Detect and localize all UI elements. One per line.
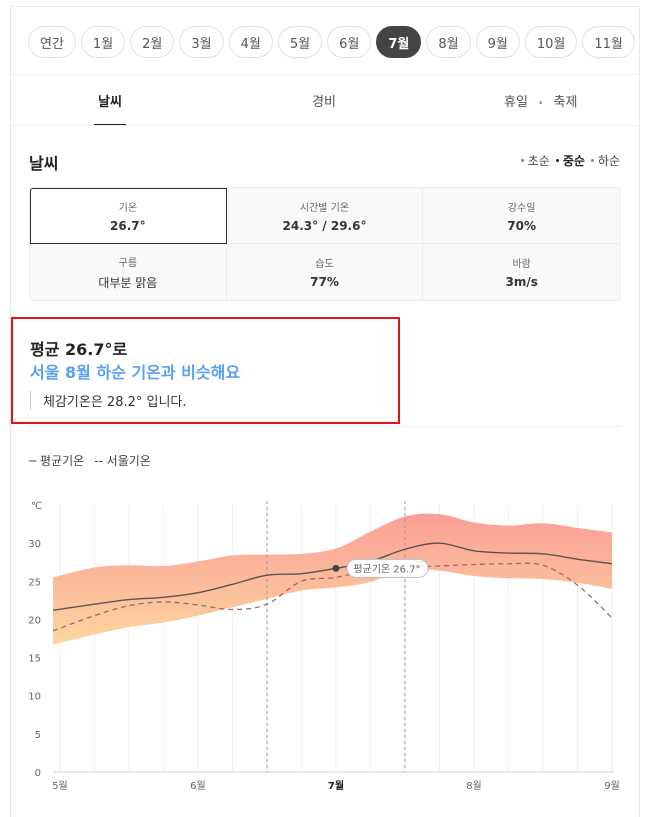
stat-value: 3m/s bbox=[505, 275, 538, 289]
stat-hourly-temperature[interactable]: 시간별 기온 24.3° / 29.6° bbox=[226, 188, 424, 244]
month-pill[interactable]: 8월 bbox=[426, 26, 471, 58]
tab-weather[interactable]: 날씨 bbox=[98, 95, 122, 110]
period-mid[interactable]: 중순 bbox=[555, 152, 585, 169]
month-pill[interactable]: 9월 bbox=[475, 26, 520, 58]
y-tick-label: 10 bbox=[28, 692, 41, 703]
y-tick-label: 25 bbox=[28, 577, 41, 588]
chart-legend: ─ 평균기온 -- 서울기온 bbox=[29, 452, 151, 469]
series-seoul-line bbox=[52, 562, 613, 632]
month-pill[interactable]: 1월 bbox=[80, 26, 126, 58]
period-selector: 초순 중순 하순 bbox=[520, 152, 620, 169]
summary-feels-like: 체감기온은 28.2° 입니다. bbox=[30, 391, 187, 410]
stat-label: 기온 bbox=[118, 202, 138, 214]
month-pill[interactable]: 11월 bbox=[582, 26, 635, 58]
month-pill[interactable]: 2월 bbox=[130, 26, 175, 58]
divider bbox=[29, 426, 621, 427]
x-tick-label: 9월 bbox=[604, 780, 620, 792]
temperature-chart: ℃ 0 5 10 15 20 25 30 평균기온 26.7° 5월 6월 7월 8월 9월 bbox=[28, 501, 620, 792]
stat-label: 강수일 bbox=[507, 202, 536, 214]
legend-seoul: -- 서울기온 bbox=[94, 454, 151, 468]
summary-highlight: 평균 26.7°로 서울 8월 하순 기온과 비슷해요 체감기온은 28.2° … bbox=[11, 317, 400, 424]
month-pill[interactable]: 연간 bbox=[28, 26, 76, 58]
bullet-icon bbox=[590, 159, 594, 162]
tab-bar: 날씨 경비 휴일 • 축제 bbox=[11, 75, 639, 126]
tab-cost[interactable]: 경비 bbox=[312, 95, 336, 110]
month-pill[interactable]: 7월 bbox=[376, 26, 422, 58]
stat-rain-days[interactable]: 강수일 70% bbox=[423, 188, 620, 244]
stat-label: 구름 bbox=[118, 257, 138, 269]
y-tick-label: 20 bbox=[28, 615, 41, 626]
y-tick-label: 5 bbox=[35, 730, 41, 741]
stat-humidity[interactable]: 습도 77% bbox=[227, 244, 424, 300]
x-tick-label: 5월 bbox=[52, 780, 68, 792]
weather-panel: 연간1월2월3월4월5월6월7월8월9월10월11월12월 날씨 경비 휴일 •… bbox=[10, 6, 640, 817]
bullet-icon bbox=[520, 159, 524, 162]
period-late[interactable]: 하순 bbox=[590, 152, 620, 169]
stat-temperature[interactable]: 기온 26.7° bbox=[30, 188, 227, 244]
tooltip-label: 평균기온 26.7° bbox=[353, 563, 420, 575]
temperature-range-band bbox=[53, 513, 612, 645]
period-late-label: 하순 bbox=[597, 154, 620, 168]
y-tick-label: 15 bbox=[28, 654, 41, 665]
stat-label: 바람 bbox=[512, 259, 531, 270]
divider bbox=[11, 74, 639, 75]
month-pill[interactable]: 10월 bbox=[524, 26, 578, 58]
stat-cloud[interactable]: 구름 대부분 맑음 bbox=[30, 244, 227, 300]
tooltip-box bbox=[346, 558, 429, 578]
divider bbox=[11, 125, 639, 126]
stats-grid: 기온 26.7° 시간별 기온 24.3° / 29.6° 강수일 70% 구름… bbox=[29, 187, 621, 301]
summary-average: 평균 26.7°로 bbox=[30, 340, 128, 359]
month-pill[interactable]: 5월 bbox=[277, 26, 323, 58]
month-pill[interactable]: 3월 bbox=[179, 26, 224, 58]
stat-value: 24.3° / 29.6° bbox=[282, 218, 367, 233]
period-early[interactable]: 초순 bbox=[520, 152, 550, 169]
y-tick-label: 30 bbox=[28, 539, 41, 550]
month-selector: 연간1월2월3월4월5월6월7월8월9월10월11월12월 bbox=[28, 26, 639, 58]
tab-separator: • bbox=[538, 99, 544, 109]
y-tick-label: 0 bbox=[35, 768, 41, 779]
average-point-marker bbox=[332, 564, 340, 572]
stat-value: 77% bbox=[310, 275, 339, 289]
tab-holiday-festival[interactable]: 휴일 • 축제 bbox=[504, 91, 577, 110]
tab-festival-label: 축제 bbox=[553, 95, 578, 110]
x-tick-label: 6월 bbox=[190, 780, 206, 792]
stat-wind[interactable]: 바람 3m/s bbox=[423, 244, 620, 300]
x-tick-label: 7월 bbox=[328, 780, 344, 792]
stat-label: 습도 bbox=[315, 259, 334, 270]
y-axis-unit: ℃ bbox=[31, 501, 42, 512]
section-title: 날씨 bbox=[29, 154, 59, 173]
month-pill[interactable]: 6월 bbox=[327, 26, 372, 58]
stat-value: 대부분 맑음 bbox=[98, 275, 158, 290]
stat-label: 시간별 기온 bbox=[299, 202, 350, 214]
month-pill[interactable]: 4월 bbox=[228, 26, 273, 58]
period-mid-label: 중순 bbox=[562, 154, 585, 168]
stat-value: 70% bbox=[507, 218, 537, 233]
bullet-icon bbox=[555, 159, 559, 162]
stat-value: 26.7° bbox=[110, 218, 146, 233]
summary-comparison: 서울 8월 하순 기온과 비슷해요 bbox=[30, 363, 241, 382]
x-tick-label: 8월 bbox=[466, 780, 482, 792]
legend-average: ─ 평균기온 bbox=[29, 454, 85, 468]
tab-holiday-label: 휴일 bbox=[504, 95, 528, 110]
period-early-label: 초순 bbox=[527, 154, 550, 168]
